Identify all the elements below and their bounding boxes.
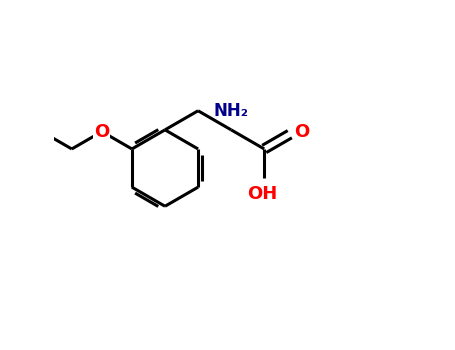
Text: O: O — [94, 122, 110, 141]
Text: NH₂: NH₂ — [214, 102, 248, 120]
Text: O: O — [294, 124, 309, 141]
Text: OH: OH — [248, 185, 278, 203]
